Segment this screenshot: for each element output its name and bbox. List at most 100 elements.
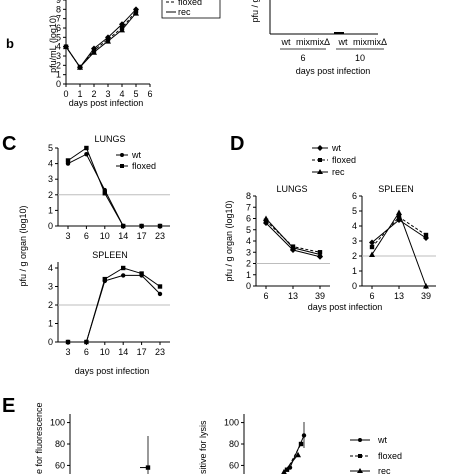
x-tick-label: 4 [119,89,124,99]
data-point-rec [263,215,269,221]
y-tick-label: 3 [48,174,53,184]
x-axis-title: days post infection [308,302,383,312]
y-tick-label: 6 [246,214,251,224]
legend-label-rec: rec [332,167,345,177]
y-tick-label: 3 [56,51,61,61]
data-point-floxed [139,271,144,276]
x-tick-label: 14 [118,347,128,357]
y-tick-label: 4 [246,236,251,246]
x-tick-label: 6 [84,347,89,357]
y-axis-title: pfu / g organ (log10) [224,200,234,281]
data-point-rec [133,10,139,16]
x-tick-label: 13 [288,291,298,301]
y-tick-label: 8 [56,4,61,14]
y-tick-label: 5 [48,143,53,153]
legend-marker-wt [317,145,323,151]
y-axis-title: sitive for lysis [198,420,208,474]
data-point-rec [105,38,111,44]
category-label: mixΔ [310,37,330,47]
x-tick-label: 3 [65,231,70,241]
legend-marker-floxed [318,158,322,162]
y-tick-label: 4 [56,42,61,52]
data-point-floxed [121,223,126,229]
data-point-floxed [65,158,71,163]
legend-label-wt: wt [331,143,341,153]
legend-label-floxed: floxed [378,451,402,461]
y-tick-label: 8 [246,191,251,201]
y-tick-label: 60 [55,460,65,470]
legend-label-floxed: floxed [178,0,202,7]
x-tick-label: 3 [65,347,70,357]
y-tick-label: 4 [352,221,357,231]
y-tick-label: 1 [352,266,357,276]
y-tick-label: 7 [56,14,61,24]
data-point-floxed [84,145,89,151]
data-point-rec [63,43,69,50]
y-tick-label: 3 [246,247,251,257]
y-tick-label: 6 [352,191,357,201]
panel-label-c: C [2,133,16,155]
legend-label-rec: rec [378,466,391,474]
x-tick-label: 5 [133,89,138,99]
y-tick-label: 4 [48,159,53,169]
y-axis-title: pfu/mL (log10) [48,15,58,73]
y-tick-label: 6 [56,23,61,33]
data-point [145,465,151,470]
data-point-rec [396,209,402,215]
y-tick-label: 3 [352,236,357,246]
legend-marker-rec [317,169,323,174]
y-tick-label: 3 [48,282,53,292]
data-point-floxed [102,276,107,282]
data-point-wt [121,273,126,278]
series-line-rec [283,454,299,473]
y-tick-label: 2 [48,190,53,200]
y-tick-label: 2 [246,259,251,269]
data-point-floxed [65,339,71,345]
series-line-rec [65,12,137,68]
x-tick-label: 6 [369,291,374,301]
x-tick-label: 23 [155,347,165,357]
y-tick-label: 0 [56,79,61,89]
data-point-wt [157,291,163,297]
series-line-floxed [65,10,137,69]
group-label: 6 [300,53,305,63]
y-tick-label: 4 [48,263,53,273]
y-tick-label: 100 [50,418,65,428]
y-tick-label: 0 [246,281,251,291]
x-tick-label: 6 [84,231,89,241]
x-axis-title: days post infection [75,366,150,376]
y-tick-label: 60 [229,460,239,470]
y-tick-label: 2 [48,300,53,310]
data-point-floxed [139,223,144,229]
y-tick-label: 2 [56,60,61,70]
subplot-title: LUNGS [94,134,125,144]
chart-e-right: 60 80 100 sitive for lysis wt floxed rec [198,414,402,474]
x-tick-label: 13 [394,291,404,301]
y-tick-label: 100 [224,418,239,428]
y-tick-label: 7 [246,202,251,212]
chart-e-left: 60 80 100 e for fluorescence [34,402,151,474]
subplot-title: SPLEEN [378,184,414,194]
y-tick-label: 0 [48,337,53,347]
legend-marker-rec [357,468,363,473]
data-point-floxed [396,214,402,220]
subplot-title: SPLEEN [92,250,128,260]
series-line-floxed [67,147,160,227]
x-tick-label: 17 [137,231,147,241]
data-point-rec [77,64,83,70]
y-tick-label: 80 [229,439,239,449]
legend-label-floxed: floxed [332,155,356,165]
x-tick-label: 17 [137,347,147,357]
series-line-wt [371,219,427,243]
panel-label-b: b [6,36,14,51]
y-tick-label: 5 [352,206,357,216]
legend-label-rec: rec [178,7,191,17]
legend-label-wt: wt [377,435,387,445]
data-point-rec [423,283,429,289]
data-point-rec [369,251,375,257]
x-tick-label: 10 [100,231,110,241]
